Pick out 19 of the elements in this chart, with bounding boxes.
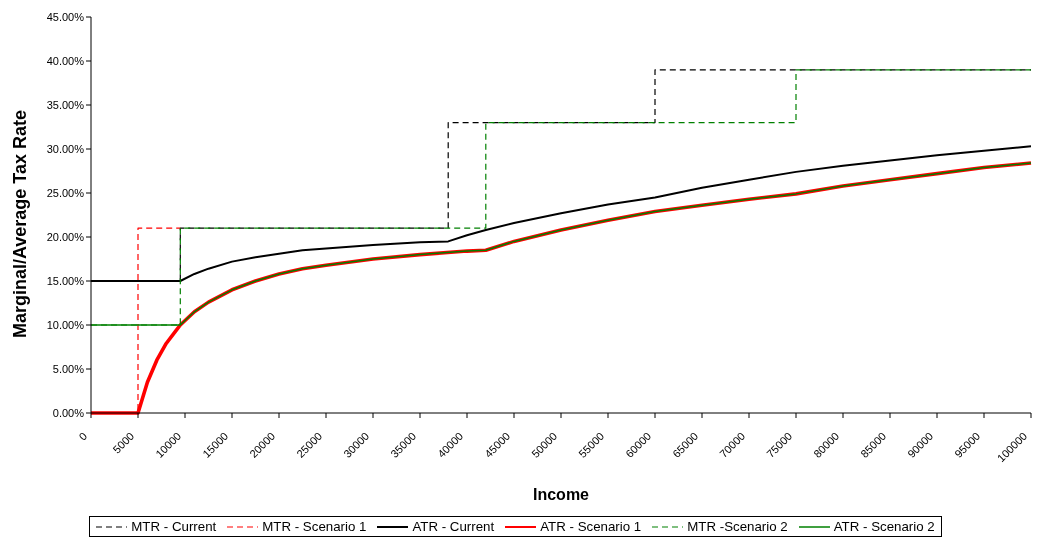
y-tick-label: 10.00% (46, 318, 85, 331)
y-tick-label: 25.00% (46, 186, 85, 199)
y-axis-title: Marginal/Average Tax Rate (10, 109, 30, 339)
y-tick-label: 15.00% (46, 274, 85, 287)
legend-label: MTR - Current (131, 519, 217, 534)
legend-label: ATR - Current (412, 519, 495, 534)
y-tick-label: 5.00% (52, 362, 85, 375)
y-tick-label: 35.00% (46, 98, 85, 111)
y-tick-label: 30.00% (46, 142, 85, 155)
legend-label: ATR - Scenario 1 (540, 519, 642, 534)
x-axis-title: Income (532, 486, 590, 503)
legend-label: MTR -Scenario 2 (687, 519, 788, 534)
legend-label: MTR - Scenario 1 (262, 519, 367, 534)
x-tick-label: 0 (76, 429, 90, 443)
y-tick-label: 45.00% (46, 10, 85, 23)
y-tick-label: 20.00% (46, 230, 85, 243)
legend-label: ATR - Scenario 2 (833, 519, 935, 534)
y-tick-label: 40.00% (46, 54, 85, 67)
y-tick-label: 0.00% (52, 406, 85, 419)
